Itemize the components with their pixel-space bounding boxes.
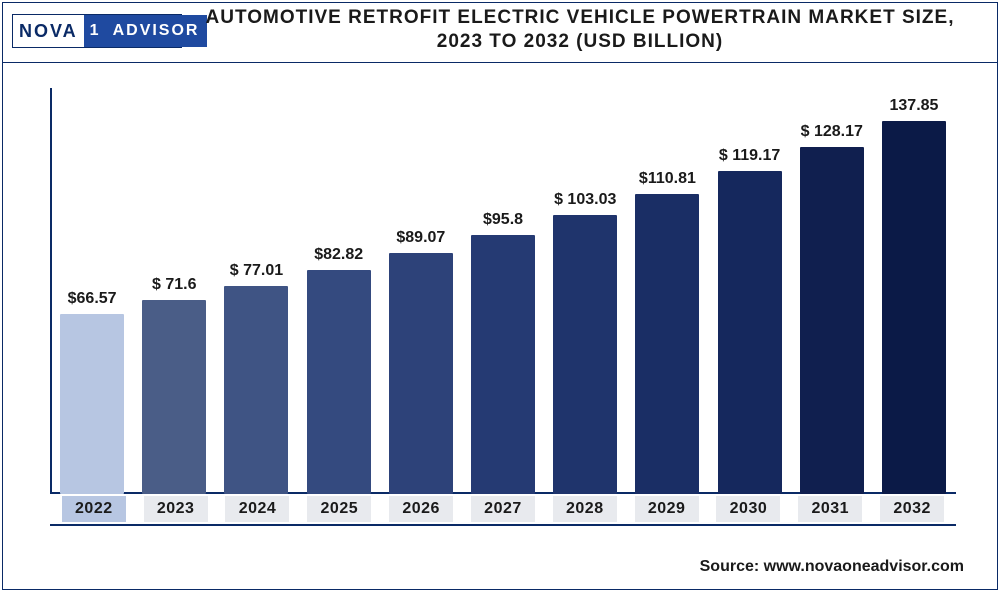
chart-title: AUTOMOTIVE RETROFIT ELECTRIC VEHICLE POW… — [200, 6, 960, 54]
category-slot: 2031 — [798, 496, 862, 526]
bar — [882, 121, 946, 494]
bar-slot: $ 71.6 — [140, 88, 208, 494]
bar — [718, 171, 782, 494]
category-label: 2023 — [144, 496, 208, 522]
bar-slot: $82.82 — [305, 88, 373, 494]
bar-value-label: $ 119.17 — [719, 147, 780, 165]
category-slot: 2028 — [553, 496, 617, 526]
category-label: 2026 — [389, 496, 453, 522]
category-slot: 2027 — [471, 496, 535, 526]
bar — [800, 147, 864, 494]
logo-right: ADVISOR — [105, 15, 208, 47]
bar — [224, 286, 288, 494]
chart-area: $66.57 $ 71.6 $ 77.01 $82.82 $89.07 $95.8 $ 10… — [36, 80, 964, 536]
bar — [142, 300, 206, 494]
bar-value-label: $66.57 — [68, 290, 117, 308]
category-label: 2027 — [471, 496, 535, 522]
logo-left: NOVA — [13, 15, 84, 47]
bar-value-label: 137.85 — [890, 97, 939, 115]
category-slot: 2026 — [389, 496, 453, 526]
bar-slot: $ 103.03 — [551, 88, 619, 494]
bar-slot: $ 119.17 — [716, 88, 784, 494]
category-label: 2025 — [307, 496, 371, 522]
source-label: Source: www.novaoneadvisor.com — [700, 558, 964, 576]
category-slot: 2024 — [225, 496, 289, 526]
bar-slot: $110.81 — [633, 88, 701, 494]
bar — [471, 235, 535, 494]
category-label: 2030 — [716, 496, 780, 522]
logo: NOVA 1 ADVISOR — [12, 14, 182, 48]
bar-slot: 137.85 — [880, 88, 948, 494]
bar-value-label: $110.81 — [639, 170, 696, 188]
category-slot: 2025 — [307, 496, 371, 526]
bar-value-label: $95.8 — [483, 211, 523, 229]
bar-value-label: $ 128.17 — [801, 123, 863, 141]
bar-value-label: $ 103.03 — [554, 191, 616, 209]
bar-value-label: $89.07 — [396, 229, 445, 247]
category-label: 2028 — [553, 496, 617, 522]
bar-value-label: $ 77.01 — [230, 262, 283, 280]
bar — [389, 253, 453, 494]
bar — [553, 215, 617, 494]
bar-slot: $95.8 — [469, 88, 537, 494]
header-divider — [2, 62, 998, 63]
category-axis: 2022 2023 2024 2025 2026 2027 2028 2029 2030 2031… — [50, 496, 956, 526]
category-slot: 2032 — [880, 496, 944, 526]
category-slot: 2030 — [716, 496, 780, 526]
bar-value-label: $ 71.6 — [152, 276, 196, 294]
bars-container: $66.57 $ 71.6 $ 77.01 $82.82 $89.07 $95.8 $ 10… — [50, 88, 956, 494]
chart-title-line1: AUTOMOTIVE RETROFIT ELECTRIC VEHICLE POW… — [200, 6, 960, 30]
bar-value-label: $82.82 — [314, 246, 363, 264]
plot-region: $66.57 $ 71.6 $ 77.01 $82.82 $89.07 $95.8 $ 10… — [50, 88, 956, 494]
category-label: 2029 — [635, 496, 699, 522]
bar — [60, 314, 124, 494]
bar-slot: $66.57 — [58, 88, 126, 494]
header: NOVA 1 ADVISOR AUTOMOTIVE RETROFIT ELECT… — [0, 0, 1000, 62]
category-slot: 2029 — [635, 496, 699, 526]
category-label: 2031 — [798, 496, 862, 522]
chart-title-line2: 2023 TO 2032 (USD BILLION) — [200, 30, 960, 54]
category-label: 2024 — [225, 496, 289, 522]
bar — [635, 194, 699, 494]
logo-mid: 1 — [84, 15, 105, 47]
category-slot: 2022 — [62, 496, 126, 526]
bar-slot: $ 128.17 — [798, 88, 866, 494]
category-slot: 2023 — [144, 496, 208, 526]
bar-slot: $ 77.01 — [222, 88, 290, 494]
bar-slot: $89.07 — [387, 88, 455, 494]
bar — [307, 270, 371, 494]
category-label: 2022 — [62, 496, 126, 522]
category-label: 2032 — [880, 496, 944, 522]
